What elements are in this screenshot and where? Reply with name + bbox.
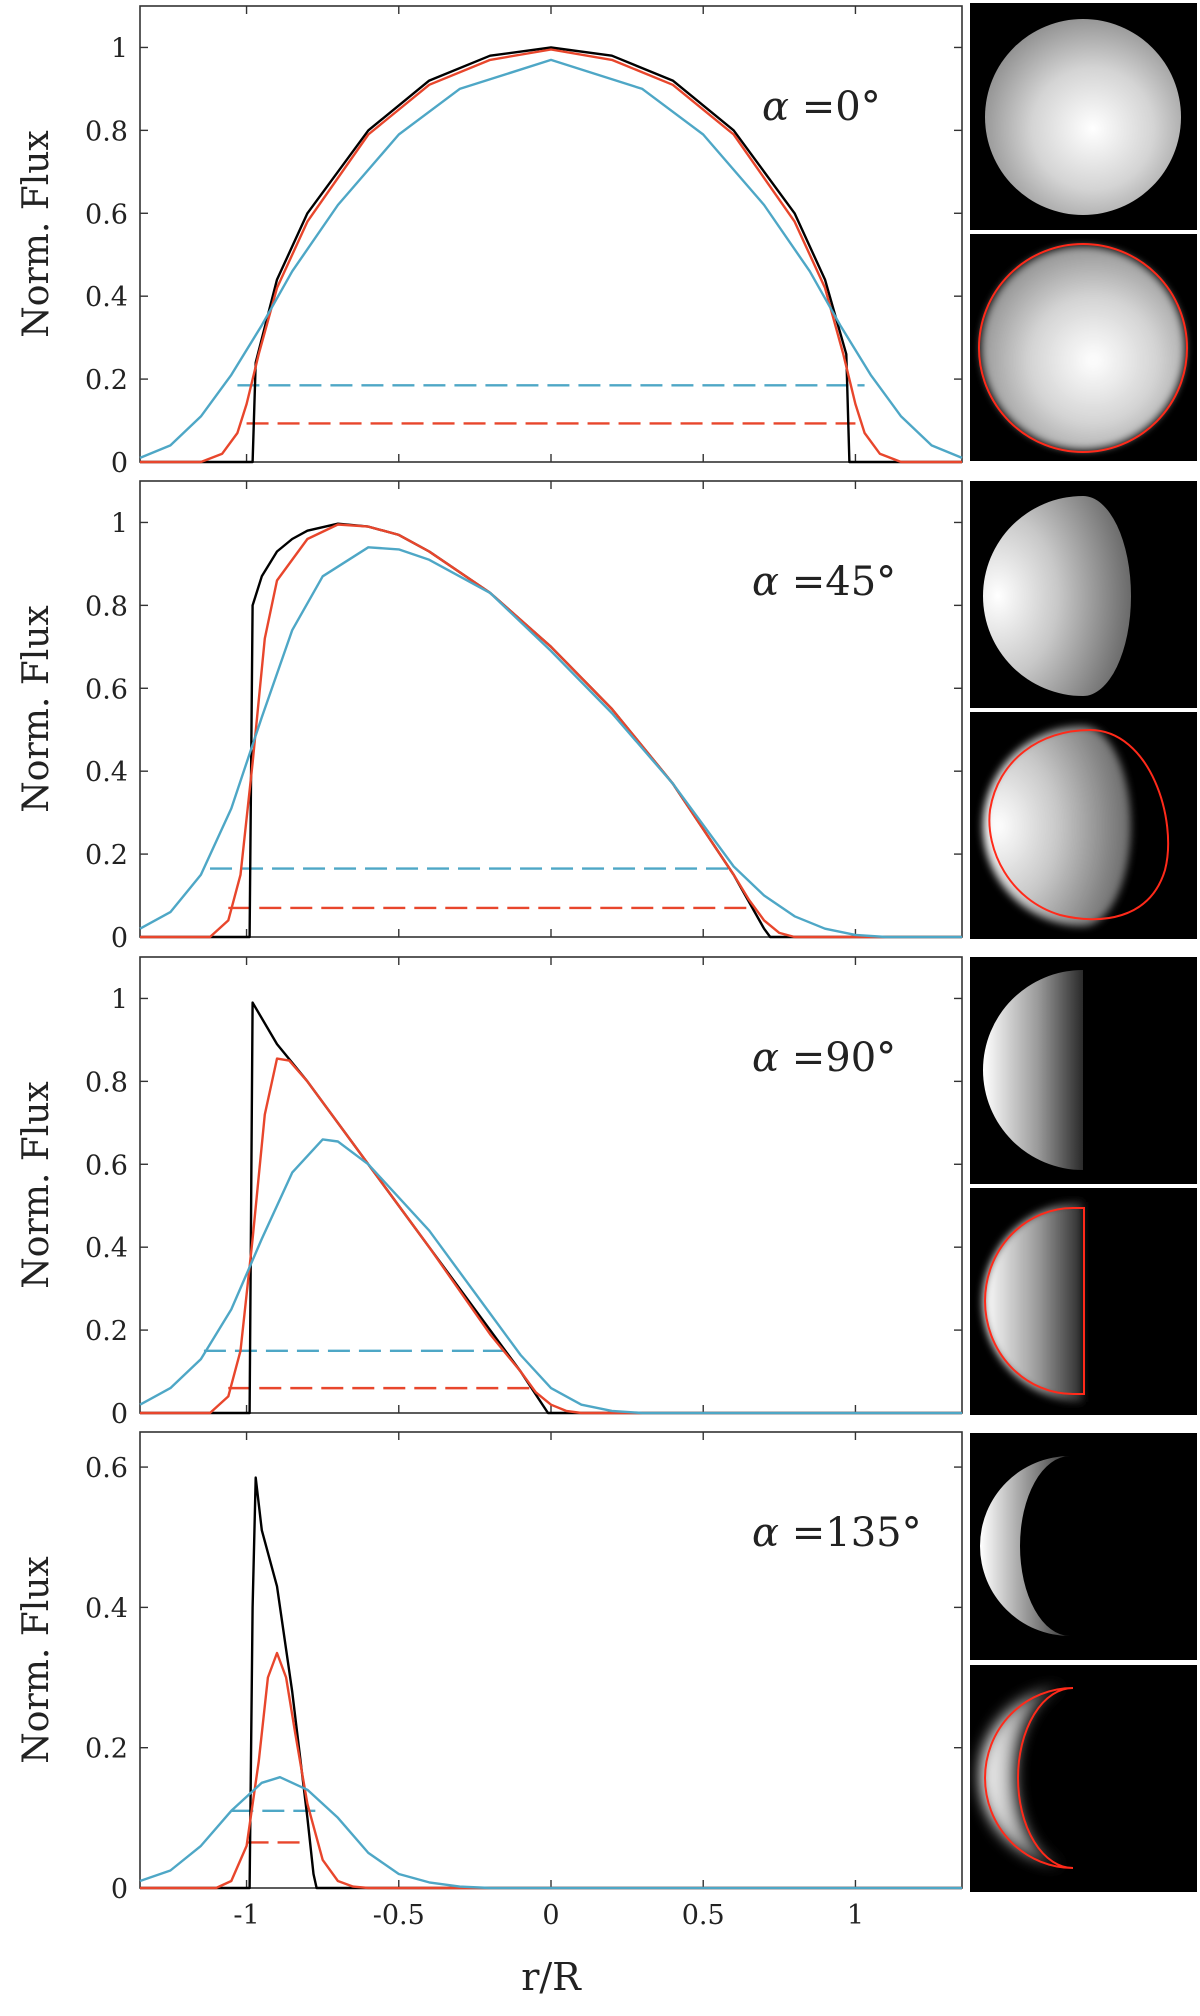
phase-label-3: α =90° — [752, 1035, 896, 1081]
y-tick-label: 0.4 — [85, 1593, 128, 1624]
marks-4: -1 -0.5 0 0.5 1 0 0.2 0.4 0.6 — [85, 1432, 962, 1931]
y-tick-label: 0.8 — [85, 116, 128, 147]
series-line-blurred-wide — [139, 1775, 962, 1890]
red-contour — [984, 1687, 1074, 1869]
x-tick-label: -1 — [233, 1900, 259, 1931]
y-tick-label: 0 — [111, 448, 128, 479]
disk-half-blurred-image — [983, 1202, 1083, 1402]
y-tick-label: 0 — [111, 1399, 128, 1430]
marks-1: 0 0.2 0.4 0.6 0.8 1 — [85, 6, 963, 479]
disk-full-image — [985, 19, 1181, 215]
thumb-2-model — [970, 481, 1197, 708]
phase-label-1: α =0° — [762, 84, 881, 130]
series-line-blurred-wide — [139, 58, 963, 460]
disk-crescent-blurred-image — [980, 1686, 1070, 1866]
y-tick-label: 0.2 — [85, 1316, 128, 1347]
y-axis-label-4: Norm. Flux — [16, 1556, 57, 1763]
thumb-2-observed — [970, 712, 1197, 939]
y-tick-label: 0.4 — [85, 757, 128, 788]
y-tick-label: 0.8 — [85, 1067, 128, 1098]
thumb-1-observed — [970, 234, 1197, 461]
plot-area-1 — [139, 5, 963, 463]
plot-area-4 — [139, 1431, 963, 1889]
panel-2: 0 0.2 0.4 0.6 0.8 1 Norm. Flux α =45° — [16, 480, 963, 954]
disk-gibbous-image — [983, 496, 1131, 696]
y-tick-label: 0.6 — [85, 199, 128, 230]
y-tick-label: 0.2 — [85, 365, 128, 396]
y-tick-label: 0 — [111, 923, 128, 954]
series-line-blurred-narrow — [140, 1057, 962, 1415]
thumb-3-observed — [970, 1188, 1197, 1415]
red-contour — [978, 243, 1188, 453]
y-tick-label: 0.4 — [85, 282, 128, 313]
thumb-4-model — [970, 1433, 1197, 1660]
y-axis-label-1: Norm. Flux — [16, 130, 57, 337]
y-tick-label: 0.6 — [85, 674, 128, 705]
disk-crescent-image — [980, 1456, 1070, 1636]
y-tick-label: 1 — [111, 984, 128, 1015]
x-tick-label: 0 — [542, 1900, 559, 1931]
series-line-blurred-narrow — [140, 48, 962, 464]
x-axis-label: r/R — [521, 1955, 582, 1999]
thumb-4-observed — [970, 1665, 1197, 1892]
y-tick-label: 0.6 — [85, 1453, 128, 1484]
series-line-blurred-wide — [139, 1138, 962, 1415]
x-tick-label: -0.5 — [373, 1900, 425, 1931]
plot-area-2 — [139, 480, 963, 938]
disk-full-blurred-image — [981, 246, 1185, 450]
y-tick-label: 0.4 — [85, 1233, 128, 1264]
y-axis-label-3: Norm. Flux — [16, 1081, 57, 1288]
y-tick-label: 0.2 — [85, 840, 128, 871]
thumb-3-model — [970, 957, 1197, 1184]
series-line-blurred-wide — [139, 546, 962, 939]
series-line-intrinsic — [140, 1476, 962, 1890]
x-tick-label: 1 — [847, 1900, 864, 1931]
y-tick-label: 0.2 — [85, 1734, 128, 1765]
y-axis-label-2: Norm. Flux — [16, 605, 57, 812]
phase-label-2: α =45° — [752, 559, 896, 605]
panel-1: 0 0.2 0.4 0.6 0.8 1 Norm. Flux α =0° — [16, 5, 963, 479]
series-line-blurred-narrow — [140, 1651, 962, 1890]
plot-area-3 — [139, 956, 963, 1414]
panel-4: -1 -0.5 0 0.5 1 0 0.2 0.4 0.6 Norm. Flux α =135° — [16, 1431, 963, 1931]
red-contour — [984, 1207, 1085, 1395]
y-tick-label: 1 — [111, 508, 128, 539]
disk-half-image — [983, 970, 1083, 1170]
y-tick-label: 1 — [111, 33, 128, 64]
y-tick-label: 0.6 — [85, 1150, 128, 1181]
red-contour — [988, 728, 1170, 921]
marks-3: 0 0.2 0.4 0.6 0.8 1 — [85, 957, 962, 1430]
panel-3: 0 0.2 0.4 0.6 0.8 1 Norm. Flux α =90° — [16, 956, 963, 1430]
series-line-intrinsic — [140, 46, 962, 464]
marks-2: 0 0.2 0.4 0.6 0.8 1 — [85, 481, 962, 954]
phase-label-4: α =135° — [752, 1510, 922, 1556]
y-tick-label: 0 — [111, 1874, 128, 1905]
disk-gibbous-blurred-image — [983, 726, 1131, 926]
y-tick-label: 0.8 — [85, 591, 128, 622]
series-line-blurred-narrow — [140, 523, 962, 939]
thumb-1-model — [970, 3, 1197, 230]
x-tick-label: 0.5 — [682, 1900, 725, 1931]
